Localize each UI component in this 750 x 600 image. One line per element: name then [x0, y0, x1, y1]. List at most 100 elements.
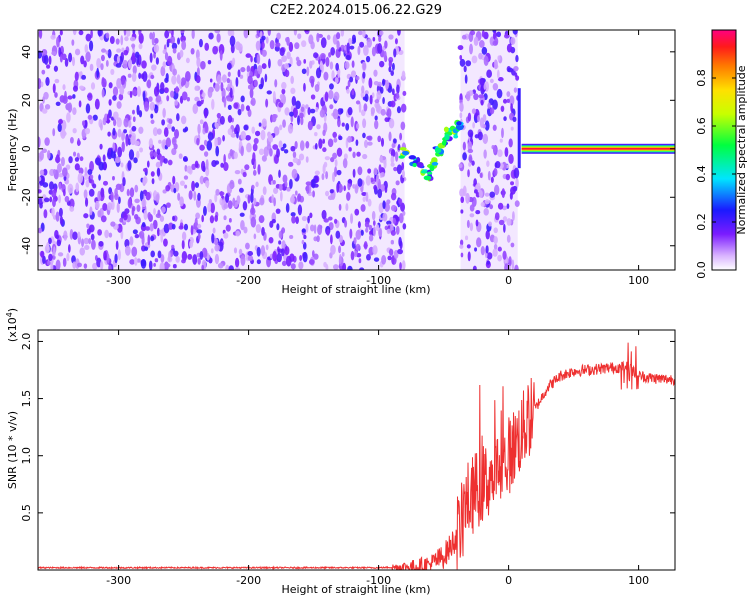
spectrogram-blob: [99, 260, 104, 270]
spectrogram-blob: [128, 149, 135, 161]
spectrogram-blob: [281, 227, 286, 234]
spectrogram-blob: [299, 255, 303, 262]
spectrogram-blob: [227, 114, 233, 123]
spectrogram-blob: [368, 234, 374, 242]
spectrogram-blob: [153, 44, 160, 53]
spectrogram-blob: [362, 118, 367, 129]
spectrogram-blob: [52, 168, 57, 175]
spectrogram-blob: [139, 190, 144, 202]
spectrogram-blob: [214, 137, 218, 148]
spectrogram-blob: [295, 56, 300, 62]
spectrogram-blob: [498, 219, 505, 226]
spectrogram-blob: [469, 30, 476, 36]
spectrogram-blob: [278, 184, 283, 191]
spectrogram-blob: [143, 209, 148, 221]
spectrogram-blob: [120, 35, 124, 46]
spectrogram-blob: [233, 151, 238, 159]
spectrogram-blob: [233, 127, 238, 135]
spectrogram-blob: [399, 132, 403, 141]
spectrogram-blob: [401, 260, 406, 270]
spectrogram-blob: [260, 245, 266, 257]
spectrogram-blob: [150, 250, 155, 258]
spectrogram-blob: [327, 195, 334, 201]
spectrogram-blob: [192, 254, 198, 265]
spectrogram-blob: [246, 142, 252, 153]
spectrogram-blob: [397, 30, 401, 36]
spectrogram-blob: [332, 108, 339, 120]
snr-y-axis-label: SNR (10 * v/v): [6, 411, 19, 489]
spectrogram-blob: [402, 210, 406, 216]
spectrogram-blob: [252, 169, 257, 176]
spectrogram-blob: [334, 159, 338, 167]
spectrogram-blob: [171, 244, 175, 249]
spectrogram-blob: [261, 63, 267, 70]
spectrogram-blob: [273, 197, 276, 207]
spectrogram-blob: [395, 180, 400, 186]
spectrogram-blob: [229, 179, 235, 190]
spectrogram-blob: [272, 180, 276, 185]
spectrogram-blob: [227, 30, 232, 37]
spectrogram-blob: [399, 147, 407, 151]
spectrogram-blob: [309, 224, 315, 232]
spectrogram-blob: [380, 172, 386, 178]
spectrogram-blob: [468, 154, 473, 163]
spectrogram-blob: [366, 38, 373, 48]
spectrogram-blob: [494, 212, 500, 221]
spectrogram-blob: [253, 137, 259, 144]
spectrogram-blob: [493, 168, 498, 177]
x-tick-label: -100: [366, 274, 391, 287]
spectrogram-blob: [497, 254, 502, 262]
spectrogram-blob: [346, 42, 350, 54]
y-tick-label: 0: [20, 145, 33, 152]
spectrogram-blob: [51, 51, 57, 56]
spectrogram-blob: [459, 102, 464, 113]
spectrogram-blob: [156, 148, 161, 156]
spectrogram-blob: [485, 230, 490, 240]
spectrogram-blob: [121, 141, 125, 153]
spectrogram-blob: [284, 63, 289, 70]
spectrogram-blob: [199, 90, 203, 95]
spectrogram-blob: [369, 230, 373, 236]
spectrogram-blob: [132, 116, 136, 123]
spectrogram-blob: [72, 107, 77, 116]
spectrogram-blob: [290, 87, 296, 94]
spectrogram-blob: [347, 265, 353, 270]
spectrogram-blob: [92, 262, 98, 270]
spectrogram-blob: [138, 30, 142, 36]
spectrogram-blob: [349, 76, 354, 83]
spectrogram-blob: [88, 188, 95, 197]
spectrogram-blob: [153, 151, 158, 158]
spectrogram-blob: [345, 55, 351, 60]
spectrogram-blob: [251, 202, 254, 214]
spectrogram-blob: [243, 30, 249, 39]
spectrogram-blob: [147, 234, 151, 246]
spectrogram-blob: [72, 151, 77, 157]
spectrogram-blob: [316, 235, 320, 243]
spectrogram-blob: [262, 186, 267, 196]
spectrogram-blob: [220, 162, 225, 168]
spectrogram-blob: [323, 218, 329, 223]
spectrogram-blob: [510, 37, 516, 45]
spectrogram-blob: [492, 83, 499, 91]
spectrogram-blob: [502, 98, 508, 104]
spectrogram-blob: [399, 213, 404, 222]
spectrogram-blob: [465, 60, 472, 67]
spectrogram-blob: [55, 234, 60, 240]
spectrogram-blob: [46, 64, 51, 69]
spectrogram-blob: [310, 78, 315, 88]
spectrogram-blob: [348, 147, 352, 152]
spectrogram-blob: [179, 49, 184, 58]
spectrogram-blob: [334, 166, 338, 178]
spectrogram-blob: [408, 155, 417, 160]
spectrogram-blob: [393, 48, 397, 58]
spectrogram-blob: [258, 83, 264, 90]
spectrogram-blob: [131, 52, 136, 62]
spectrogram-blob: [484, 192, 490, 197]
spectrogram-blob: [127, 197, 132, 209]
spectrogram-blob: [78, 167, 84, 175]
spectrogram-blob: [399, 262, 402, 270]
spectrogram-blob: [260, 129, 266, 141]
spectrogram-blob: [431, 161, 439, 166]
spectrogram-blob: [391, 62, 395, 71]
spectrogram-blob: [353, 237, 357, 245]
